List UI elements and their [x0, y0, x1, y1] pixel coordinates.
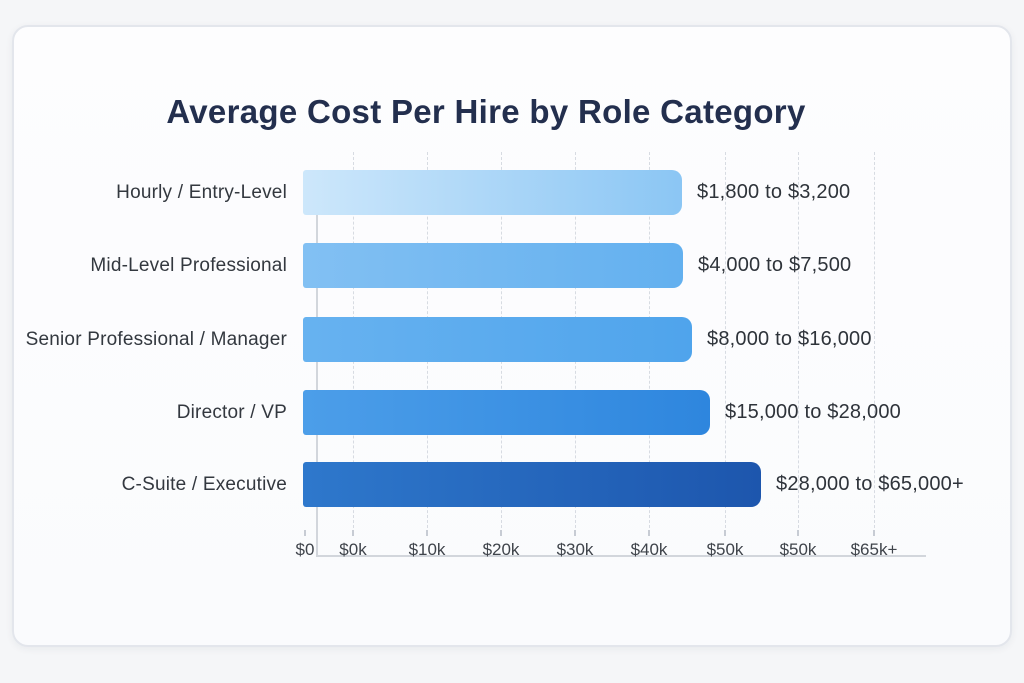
x-axis-tick-label: $50k: [706, 540, 744, 559]
chart-title: Average Cost Per Hire by Role Category: [166, 93, 806, 130]
x-axis-tick-label: $40k: [630, 540, 668, 559]
value-label: $28,000 to $65,000+: [776, 473, 964, 495]
bar-4: [303, 390, 710, 435]
category-label: Mid-Level Professional: [90, 255, 287, 276]
category-label: C-Suite / Executive: [121, 474, 287, 495]
axis-tick-mark: [500, 530, 502, 536]
bar-1: [303, 170, 682, 215]
x-axis-tick-label: $0: [295, 540, 315, 559]
x-axis-tick-label: $30k: [556, 540, 594, 559]
value-label: $15,000 to $28,000: [725, 401, 901, 423]
category-label: Director / VP: [176, 402, 287, 423]
x-axis-tick-label: $0k: [339, 540, 367, 559]
axis-tick-mark: [352, 530, 354, 536]
bar-2: [303, 243, 683, 288]
category-label: Hourly / Entry-Level: [116, 182, 287, 203]
value-label: $4,000 to $7,500: [698, 254, 852, 276]
axis-tick-mark: [304, 530, 306, 536]
x-axis-tick-label: $50k: [779, 540, 817, 559]
axis-tick-mark: [648, 530, 650, 536]
x-axis-tick-label: $20k: [482, 540, 520, 559]
gridline: [798, 152, 799, 528]
axis-tick-mark: [426, 530, 428, 536]
axis-tick-mark: [724, 530, 726, 536]
bar-5: [303, 462, 761, 507]
axis-tick-mark: [574, 530, 576, 536]
value-label: $1,800 to $3,200: [697, 181, 851, 203]
gridline: [874, 152, 875, 528]
y-axis-line: [316, 179, 318, 555]
axis-tick-mark: [797, 530, 799, 536]
category-label: Senior Professional / Manager: [25, 329, 287, 350]
x-axis-tick-label: $65k+: [850, 540, 898, 559]
value-label: $8,000 to $16,000: [707, 328, 872, 350]
x-axis-tick-label: $10k: [408, 540, 446, 559]
bar-3: [303, 317, 692, 362]
axis-tick-mark: [873, 530, 875, 536]
x-axis-line: [316, 555, 926, 557]
gridline: [725, 152, 726, 528]
